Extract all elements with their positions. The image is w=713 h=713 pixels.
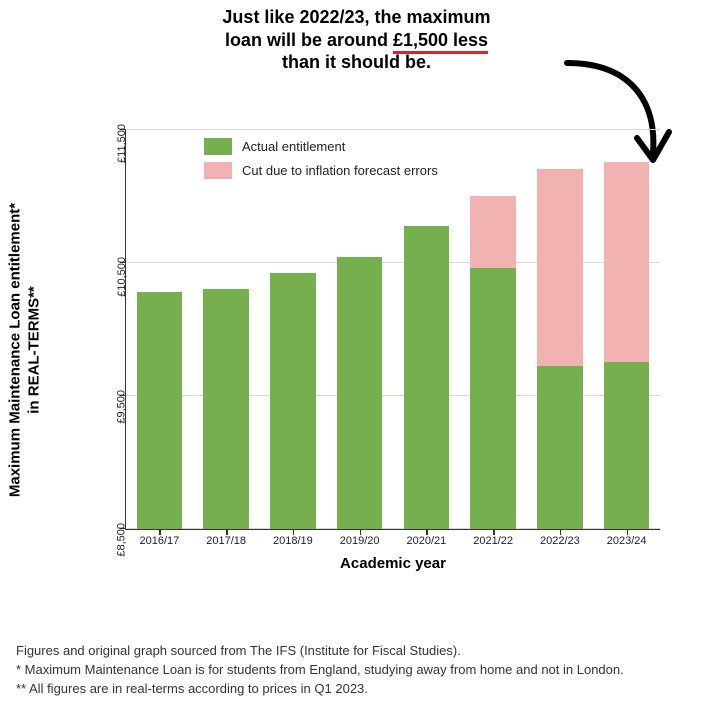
bar-segment-actual bbox=[404, 226, 449, 529]
bar-segment-actual bbox=[337, 257, 382, 529]
bar-segment-actual bbox=[270, 273, 315, 529]
bar-segment-actual bbox=[470, 268, 515, 529]
xtick: 2022/23 bbox=[540, 535, 580, 547]
plot-area: £8,500 £9,500 £10,500 £11,500 Actual ent… bbox=[125, 130, 660, 530]
footnote-1: Figures and original graph sourced from … bbox=[16, 642, 689, 661]
xtick: 2018/19 bbox=[273, 535, 313, 547]
bar-segment-cut bbox=[604, 162, 649, 362]
bar-stack bbox=[537, 169, 582, 529]
xtick: 2016/17 bbox=[139, 535, 179, 547]
bar-stack bbox=[604, 162, 649, 529]
bar-slot: 2018/19 bbox=[260, 130, 327, 529]
annotation-line1: Just like 2022/23, the maximum bbox=[222, 7, 490, 27]
loan-chart: Maximum Maintenance Loan entitlement* in… bbox=[85, 130, 660, 570]
bar-segment-cut bbox=[537, 169, 582, 366]
bar-slot: 2019/20 bbox=[326, 130, 393, 529]
bar-segment-actual bbox=[537, 366, 582, 529]
bars-container: 2016/172017/182018/192019/202020/212021/… bbox=[126, 130, 660, 529]
bar-slot: 2016/17 bbox=[126, 130, 193, 529]
bar-stack bbox=[203, 289, 248, 529]
bar-segment-actual bbox=[604, 362, 649, 529]
footnote-3: ** All figures are in real-terms accordi… bbox=[16, 680, 689, 699]
x-axis-label: Academic year bbox=[126, 555, 660, 572]
y-axis-label: Maximum Maintenance Loan entitlement* in… bbox=[6, 185, 44, 515]
bar-slot: 2021/22 bbox=[460, 130, 527, 529]
xtick: 2023/24 bbox=[607, 535, 647, 547]
bar-stack bbox=[270, 273, 315, 529]
annotation-line3: than it should be. bbox=[282, 52, 431, 72]
annotation-highlight: £1,500 less bbox=[393, 30, 488, 54]
xtick: 2020/21 bbox=[406, 535, 446, 547]
bar-slot: 2020/21 bbox=[393, 130, 460, 529]
bar-slot: 2023/24 bbox=[593, 130, 660, 529]
footnotes: Figures and original graph sourced from … bbox=[16, 642, 689, 699]
bar-stack bbox=[470, 196, 515, 529]
xtick: 2021/22 bbox=[473, 535, 513, 547]
bar-segment-actual bbox=[137, 292, 182, 529]
bar-segment-actual bbox=[203, 289, 248, 529]
xtick: 2019/20 bbox=[340, 535, 380, 547]
bar-stack bbox=[137, 292, 182, 529]
bar-stack bbox=[404, 226, 449, 529]
bar-segment-cut bbox=[470, 196, 515, 268]
xtick: 2017/18 bbox=[206, 535, 246, 547]
footnote-2: * Maximum Maintenance Loan is for studen… bbox=[16, 661, 689, 680]
annotation-line2-pre: loan will be around bbox=[225, 30, 393, 50]
bar-slot: 2017/18 bbox=[193, 130, 260, 529]
bar-stack bbox=[337, 257, 382, 529]
bar-slot: 2022/23 bbox=[527, 130, 594, 529]
